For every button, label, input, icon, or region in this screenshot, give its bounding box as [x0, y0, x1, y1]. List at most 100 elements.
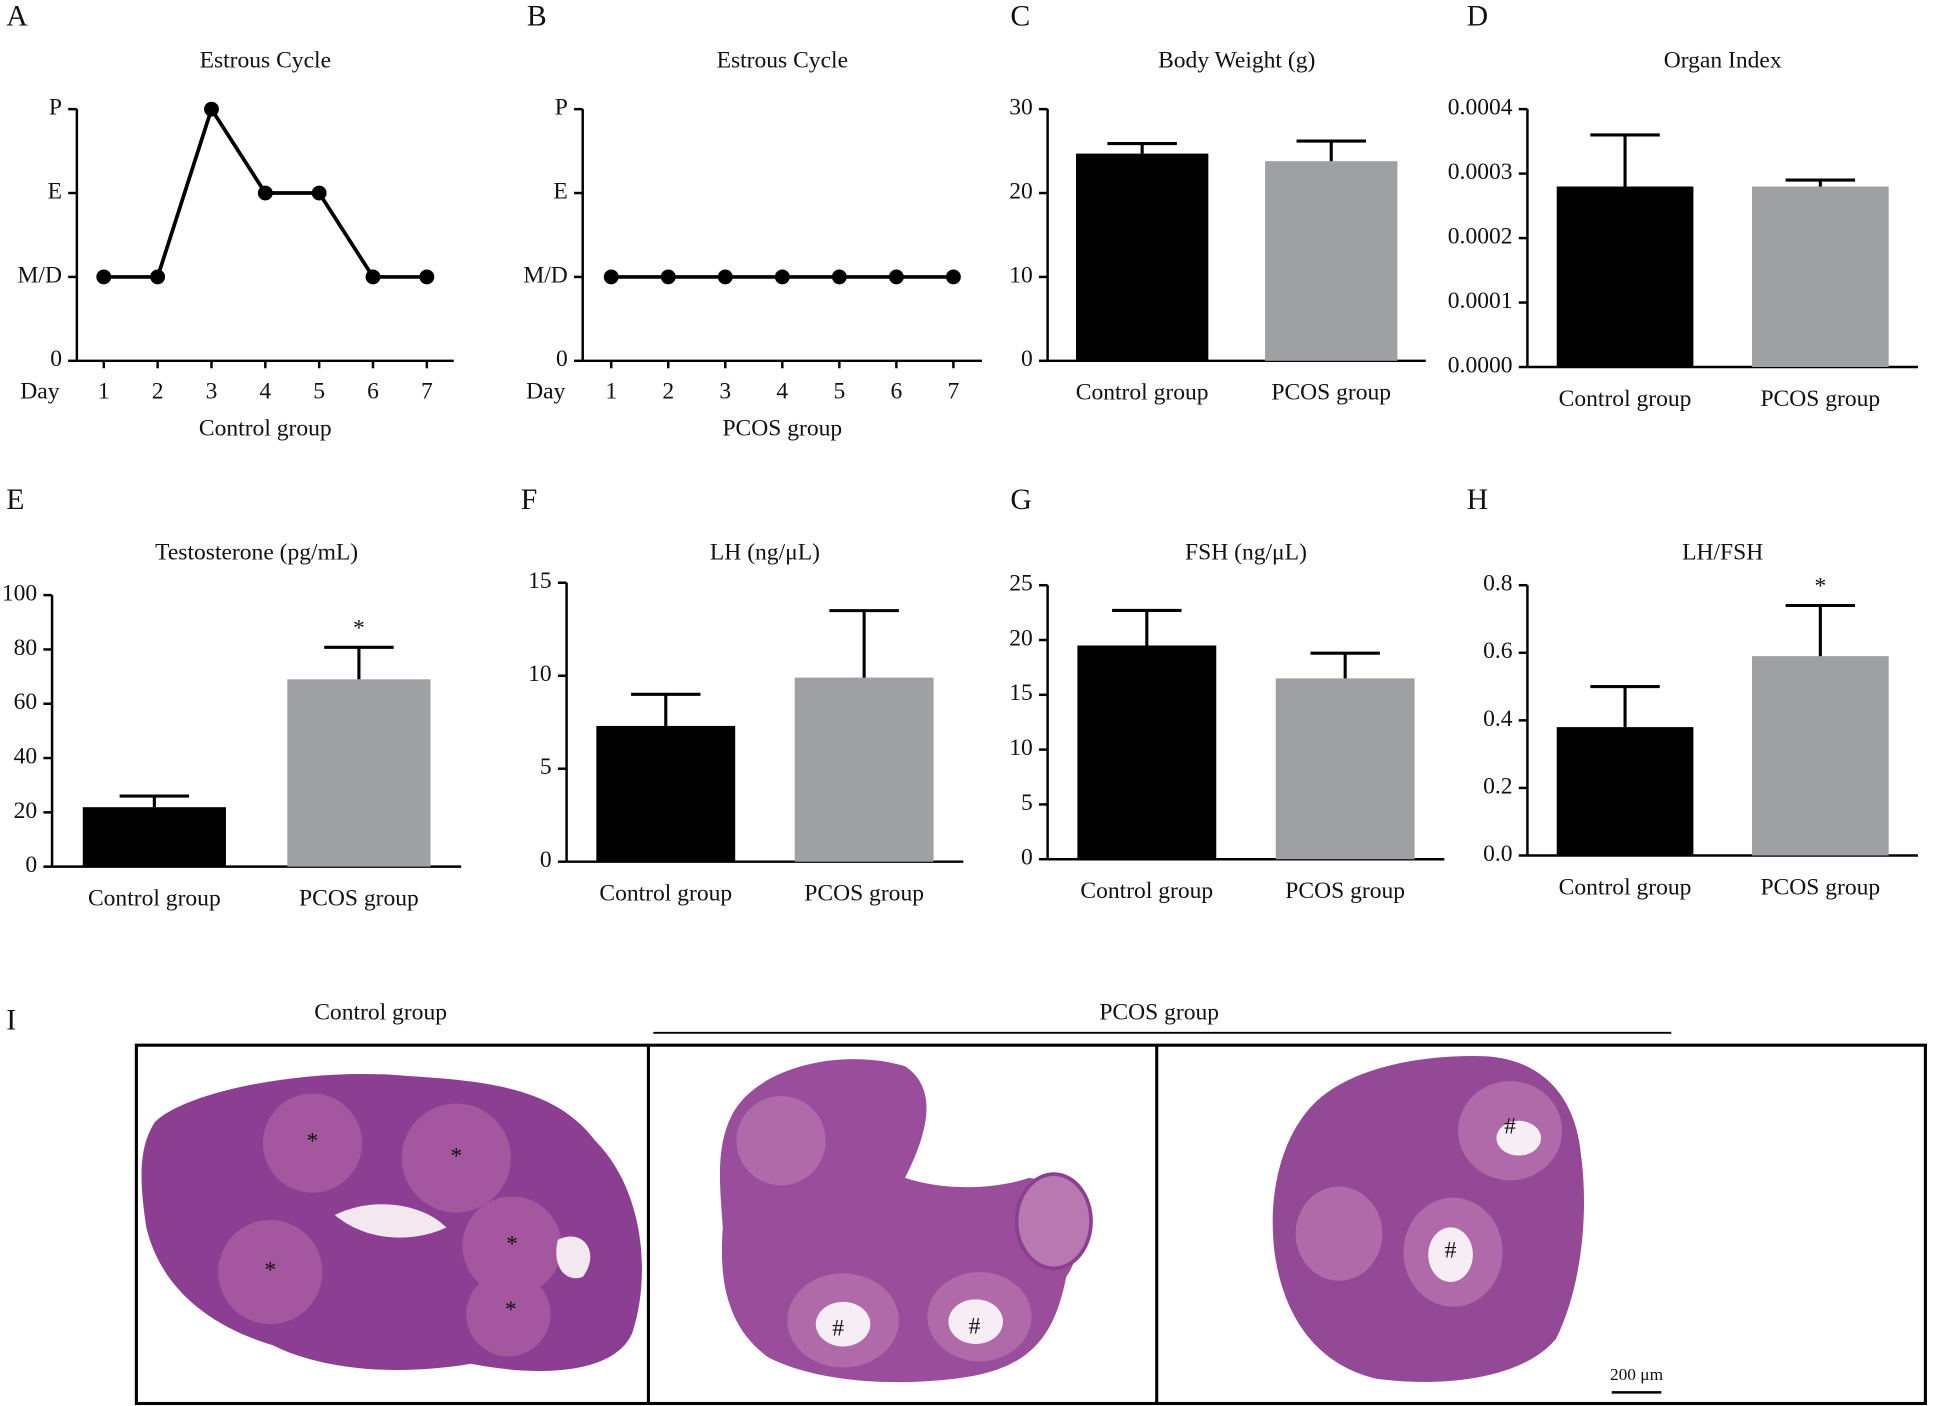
y-tick-label: 0.0000: [1448, 352, 1513, 378]
y-tick-label: 40: [14, 743, 38, 769]
y-tick-label: 0: [540, 847, 552, 873]
x-tick-label: 7: [421, 378, 433, 404]
y-tick-label: 0.2: [1483, 773, 1512, 799]
point: [204, 101, 219, 117]
chart-title: Organ Index: [1664, 47, 1782, 73]
group-label: PCOS group: [1099, 1000, 1219, 1026]
y-tick-label: E: [553, 178, 567, 204]
bar: [1275, 678, 1415, 860]
y-tick-label: M/D: [18, 262, 62, 288]
y-tick-label: 15: [528, 568, 552, 594]
bar: [1751, 656, 1889, 856]
follicle-marker: *: [264, 1257, 276, 1283]
point: [257, 185, 273, 201]
y-tick-label: 0.0004: [1448, 95, 1513, 121]
x-tick-label: PCOS group: [804, 881, 924, 907]
cyst-marker: #: [832, 1316, 844, 1342]
x-tick-label: 5: [313, 378, 325, 404]
follicle-marker: *: [307, 1129, 319, 1155]
y-tick-label: 0: [1021, 845, 1033, 871]
y-tick-label: 0.0001: [1448, 288, 1513, 314]
y-tick-label: 0.0003: [1448, 159, 1513, 185]
point: [774, 269, 790, 285]
point: [660, 269, 676, 285]
y-tick-label: P: [49, 95, 62, 121]
y-tick-label: 0.8: [1483, 571, 1512, 597]
panel-letter: H: [1467, 483, 1489, 516]
x-tick-label: 3: [206, 378, 218, 404]
x-tick-label: PCOS group: [1760, 874, 1880, 900]
point: [831, 269, 847, 285]
panel-letter: E: [6, 483, 24, 516]
x-tick-label: 6: [890, 378, 902, 404]
y-tick-label: 0: [50, 346, 62, 372]
bar: [1556, 727, 1694, 856]
point: [96, 269, 112, 285]
panel-letter: B: [527, 0, 547, 32]
x-tick-label: 6: [367, 378, 379, 404]
y-tick-label: 10: [1009, 735, 1033, 761]
chart-title: LH (ng/μL): [710, 540, 820, 566]
chart-title: Body Weight (g): [1158, 47, 1315, 73]
histology-panel: I Control group PCOS group * * * * *: [6, 1000, 1927, 1406]
bar: [1556, 186, 1694, 368]
significance-label: *: [353, 615, 365, 641]
point: [150, 269, 166, 285]
x-tick-label: 1: [98, 378, 110, 404]
x-tick-label: Control group: [1559, 386, 1692, 412]
cyst-marker: #: [1445, 1238, 1457, 1264]
point: [365, 269, 381, 285]
y-tick-label: 5: [540, 754, 552, 780]
x-tick-label: PCOS group: [1285, 878, 1405, 904]
panel-letter: I: [6, 1004, 16, 1037]
ovary-image: [1272, 1056, 1585, 1382]
chart-title: FSH (ng/μL): [1185, 540, 1307, 566]
y-tick-label: 30: [1009, 95, 1033, 121]
point: [311, 185, 327, 201]
x-tick-label: 2: [152, 378, 164, 404]
x-axis-label: Control group: [199, 416, 332, 442]
chart-title: Estrous Cycle: [717, 47, 848, 73]
group-label: Control group: [314, 1000, 447, 1026]
point: [888, 269, 904, 285]
bar: [1077, 645, 1217, 860]
point: [945, 269, 961, 285]
bar: [82, 807, 226, 867]
chart-title: Testosterone (pg/mL): [155, 540, 358, 566]
y-tick-label: 100: [2, 581, 37, 607]
bar: [794, 677, 934, 862]
y-tick-label: 25: [1009, 571, 1033, 597]
x-tick-label: 7: [948, 378, 960, 404]
point: [717, 269, 733, 285]
point: [419, 269, 435, 285]
ovary-image: [141, 1073, 642, 1371]
x-tick-label: 4: [776, 378, 788, 404]
x-prefix: Day: [526, 378, 565, 404]
x-tick-label: PCOS group: [1760, 386, 1880, 412]
y-tick-label: 60: [14, 689, 38, 715]
y-tick-label: 20: [14, 798, 38, 824]
y-tick-label: 0: [556, 346, 568, 372]
bar: [287, 679, 431, 867]
x-tick-label: PCOS group: [299, 886, 419, 912]
x-tick-label: PCOS group: [1271, 380, 1391, 406]
y-tick-label: 0: [1021, 346, 1033, 372]
y-tick-label: 0.6: [1483, 638, 1513, 664]
y-tick-label: 0: [25, 852, 37, 878]
panel-letter: A: [6, 0, 28, 32]
x-prefix: Day: [20, 378, 59, 404]
cyst-marker: #: [969, 1313, 981, 1339]
x-tick-label: 5: [833, 378, 845, 404]
y-tick-label: P: [555, 95, 568, 121]
y-tick-label: M/D: [523, 262, 567, 288]
y-tick-label: E: [48, 178, 62, 204]
bar: [1265, 161, 1398, 361]
y-tick-label: 80: [14, 635, 38, 661]
scale-bar-label: 200 μm: [1610, 1365, 1664, 1384]
x-tick-label: Control group: [1080, 878, 1213, 904]
bar: [1075, 153, 1209, 361]
y-tick-label: 15: [1009, 680, 1033, 706]
point: [603, 269, 619, 285]
x-tick-label: Control group: [1559, 874, 1692, 900]
